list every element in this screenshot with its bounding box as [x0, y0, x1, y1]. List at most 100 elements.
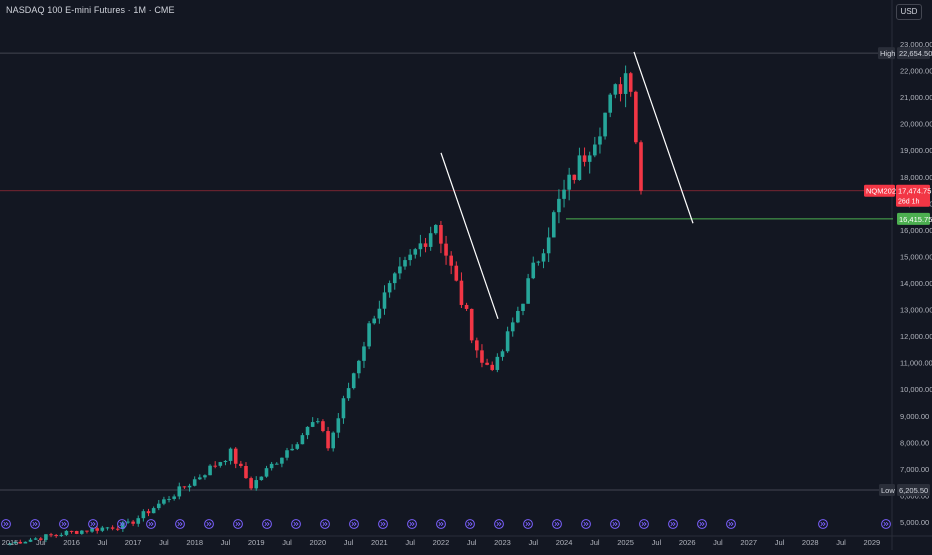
candle[interactable]: [239, 460, 243, 468]
candle-body[interactable]: [613, 84, 618, 95]
trendline-2025[interactable]: [633, 51, 694, 224]
candle[interactable]: [603, 112, 607, 140]
candle-body[interactable]: [408, 254, 412, 261]
candle[interactable]: [203, 474, 207, 480]
candle-body[interactable]: [351, 373, 356, 389]
candle[interactable]: [115, 525, 120, 532]
candle[interactable]: [74, 530, 79, 535]
candle-body[interactable]: [54, 534, 58, 536]
candle-body[interactable]: [577, 155, 582, 180]
candle-body[interactable]: [151, 508, 156, 514]
candle[interactable]: [516, 306, 520, 324]
candle[interactable]: [13, 541, 17, 545]
event-icon[interactable]: [726, 519, 736, 529]
candle[interactable]: [613, 83, 618, 99]
candle-body[interactable]: [259, 476, 264, 481]
candle[interactable]: [280, 457, 284, 468]
candle[interactable]: [310, 417, 315, 428]
candle[interactable]: [218, 461, 223, 468]
candle[interactable]: [90, 526, 94, 533]
candle-body[interactable]: [480, 350, 484, 363]
candle[interactable]: [418, 234, 423, 257]
event-icon[interactable]: [610, 519, 620, 529]
candle-body[interactable]: [90, 528, 94, 532]
candle-body[interactable]: [146, 511, 151, 514]
candle-body[interactable]: [162, 499, 166, 504]
candle[interactable]: [618, 77, 623, 102]
candle-body[interactable]: [603, 112, 607, 137]
candle[interactable]: [156, 500, 161, 511]
candle[interactable]: [192, 476, 197, 487]
candle-body[interactable]: [192, 479, 197, 486]
candle[interactable]: [8, 543, 12, 546]
candle-body[interactable]: [136, 518, 141, 524]
candle[interactable]: [228, 447, 233, 465]
candle-body[interactable]: [618, 84, 623, 94]
candle[interactable]: [264, 465, 269, 478]
candle[interactable]: [100, 525, 105, 533]
candle-body[interactable]: [608, 94, 613, 113]
candle[interactable]: [285, 447, 289, 461]
candle-body[interactable]: [131, 521, 135, 524]
candle-body[interactable]: [80, 530, 84, 534]
candle-body[interactable]: [295, 444, 300, 449]
candle-body[interactable]: [582, 155, 587, 162]
candle[interactable]: [167, 496, 171, 503]
candle[interactable]: [423, 237, 428, 253]
candle-body[interactable]: [182, 486, 187, 488]
candle[interactable]: [392, 272, 397, 290]
candle[interactable]: [628, 71, 633, 97]
candle-body[interactable]: [100, 527, 105, 531]
candle-body[interactable]: [49, 534, 53, 536]
candle-body[interactable]: [587, 155, 592, 162]
candle-body[interactable]: [475, 340, 479, 351]
candle[interactable]: [69, 530, 74, 534]
candle-body[interactable]: [18, 541, 23, 544]
candle-body[interactable]: [326, 431, 330, 449]
candle-body[interactable]: [310, 422, 315, 427]
candle-body[interactable]: [346, 388, 351, 399]
candle[interactable]: [259, 476, 264, 481]
candle-body[interactable]: [495, 356, 500, 370]
candle[interactable]: [331, 431, 335, 452]
candle[interactable]: [587, 151, 592, 174]
candle-body[interactable]: [521, 303, 525, 311]
candle[interactable]: [213, 461, 217, 469]
candle[interactable]: [351, 372, 356, 390]
candle[interactable]: [362, 341, 366, 368]
candle-body[interactable]: [593, 144, 597, 156]
candle-body[interactable]: [546, 237, 551, 254]
candle-body[interactable]: [74, 530, 79, 534]
candle-body[interactable]: [526, 278, 530, 304]
candle-body[interactable]: [244, 465, 248, 479]
candle-body[interactable]: [398, 266, 402, 274]
candle-body[interactable]: [505, 331, 510, 352]
event-icon[interactable]: [639, 519, 649, 529]
event-icon[interactable]: [818, 519, 828, 529]
candle[interactable]: [572, 174, 577, 184]
candle-body[interactable]: [223, 460, 228, 463]
candle[interactable]: [341, 395, 346, 424]
candles[interactable]: [8, 65, 643, 546]
candle[interactable]: [146, 508, 151, 517]
candle-body[interactable]: [198, 477, 202, 480]
candle-body[interactable]: [500, 351, 505, 357]
candle-body[interactable]: [336, 418, 341, 433]
time-axis[interactable]: 2015 Jul 2016 Jul 2017 Jul 2018 Jul 2019 Jul 2020 J…: [2, 538, 881, 547]
candle[interactable]: [480, 344, 484, 368]
candle-body[interactable]: [423, 243, 428, 247]
candle-body[interactable]: [382, 292, 387, 309]
candle[interactable]: [557, 189, 561, 224]
candle[interactable]: [469, 308, 474, 344]
event-icon[interactable]: [465, 519, 475, 529]
candle-body[interactable]: [541, 253, 546, 262]
candle-body[interactable]: [392, 273, 397, 284]
candle-body[interactable]: [203, 475, 207, 478]
candle-body[interactable]: [572, 174, 577, 180]
candle-body[interactable]: [228, 448, 233, 461]
candle[interactable]: [269, 461, 274, 471]
candle-body[interactable]: [562, 189, 566, 199]
candle[interactable]: [141, 509, 146, 522]
candle-body[interactable]: [516, 310, 520, 323]
